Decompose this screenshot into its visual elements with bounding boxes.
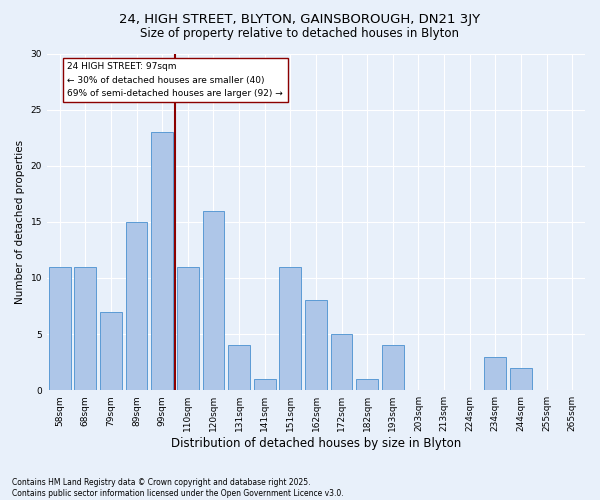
Text: 24, HIGH STREET, BLYTON, GAINSBOROUGH, DN21 3JY: 24, HIGH STREET, BLYTON, GAINSBOROUGH, D… <box>119 12 481 26</box>
Text: Contains HM Land Registry data © Crown copyright and database right 2025.
Contai: Contains HM Land Registry data © Crown c… <box>12 478 344 498</box>
Bar <box>228 346 250 390</box>
Y-axis label: Number of detached properties: Number of detached properties <box>15 140 25 304</box>
Bar <box>382 346 404 390</box>
Bar <box>356 379 378 390</box>
Bar <box>203 210 224 390</box>
Bar <box>331 334 352 390</box>
Text: 24 HIGH STREET: 97sqm
← 30% of detached houses are smaller (40)
69% of semi-deta: 24 HIGH STREET: 97sqm ← 30% of detached … <box>67 62 283 98</box>
Bar <box>126 222 148 390</box>
Bar <box>254 379 275 390</box>
Bar <box>177 266 199 390</box>
X-axis label: Distribution of detached houses by size in Blyton: Distribution of detached houses by size … <box>171 437 461 450</box>
Bar <box>484 356 506 390</box>
Bar <box>280 266 301 390</box>
Bar <box>100 312 122 390</box>
Bar <box>305 300 327 390</box>
Bar <box>151 132 173 390</box>
Text: Size of property relative to detached houses in Blyton: Size of property relative to detached ho… <box>140 28 460 40</box>
Bar <box>74 266 96 390</box>
Bar <box>49 266 71 390</box>
Bar <box>510 368 532 390</box>
